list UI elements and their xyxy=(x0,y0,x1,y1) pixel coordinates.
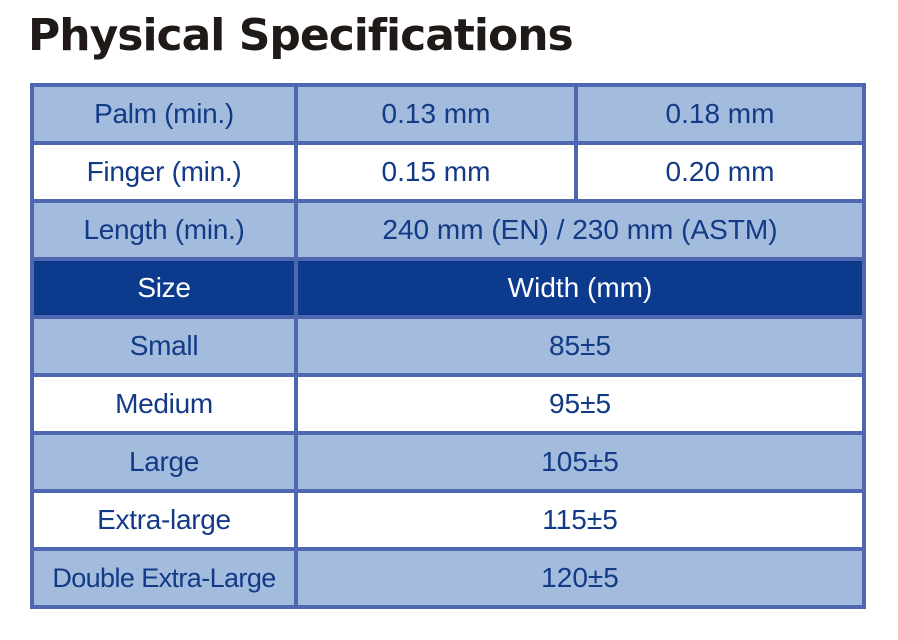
size-cell: Medium xyxy=(32,375,296,433)
length-label: Length (min.) xyxy=(32,201,296,259)
width-column-header: Width (mm) xyxy=(296,259,864,317)
size-column-header: Size xyxy=(32,259,296,317)
page-title: Physical Specifications xyxy=(28,10,574,61)
size-cell: Extra-large xyxy=(32,491,296,549)
table-row: Medium 95±5 xyxy=(32,375,864,433)
size-cell: Double Extra-Large xyxy=(32,549,296,607)
width-cell: 95±5 xyxy=(296,375,864,433)
table-row: Extra-large 115±5 xyxy=(32,491,864,549)
size-cell: Small xyxy=(32,317,296,375)
finger-value-2: 0.20 mm xyxy=(576,143,864,201)
table-row-finger: Finger (min.) 0.15 mm 0.20 mm xyxy=(32,143,864,201)
table-row: Small 85±5 xyxy=(32,317,864,375)
palm-label: Palm (min.) xyxy=(32,85,296,143)
length-value: 240 mm (EN) / 230 mm (ASTM) xyxy=(296,201,864,259)
finger-label: Finger (min.) xyxy=(32,143,296,201)
width-cell: 115±5 xyxy=(296,491,864,549)
width-cell: 120±5 xyxy=(296,549,864,607)
palm-value-2: 0.18 mm xyxy=(576,85,864,143)
palm-value-1: 0.13 mm xyxy=(296,85,576,143)
table-row-length: Length (min.) 240 mm (EN) / 230 mm (ASTM… xyxy=(32,201,864,259)
size-cell: Large xyxy=(32,433,296,491)
physical-specifications-table: Palm (min.) 0.13 mm 0.18 mm Finger (min.… xyxy=(30,83,866,609)
table-row: Double Extra-Large 120±5 xyxy=(32,549,864,607)
width-cell: 85±5 xyxy=(296,317,864,375)
table-row: Large 105±5 xyxy=(32,433,864,491)
finger-value-1: 0.15 mm xyxy=(296,143,576,201)
width-cell: 105±5 xyxy=(296,433,864,491)
table-row-palm: Palm (min.) 0.13 mm 0.18 mm xyxy=(32,85,864,143)
size-table-header: Size Width (mm) xyxy=(32,259,864,317)
